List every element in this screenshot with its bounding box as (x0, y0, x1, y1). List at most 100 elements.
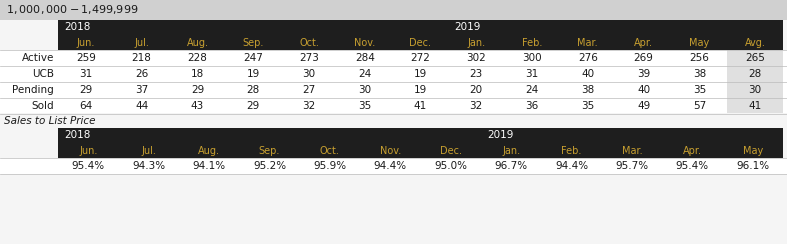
Text: 96.7%: 96.7% (494, 161, 528, 171)
Text: 57: 57 (693, 101, 706, 111)
Text: 95.7%: 95.7% (615, 161, 648, 171)
Text: 95.4%: 95.4% (72, 161, 105, 171)
Text: 276: 276 (578, 53, 598, 63)
Text: Mar.: Mar. (578, 38, 598, 48)
Text: Active: Active (21, 53, 54, 63)
Bar (727, 66, 783, 82)
Text: 44: 44 (135, 101, 148, 111)
Text: 2018: 2018 (64, 22, 91, 32)
Text: 40: 40 (582, 69, 594, 79)
Text: 19: 19 (246, 69, 260, 79)
Bar (58, 128, 783, 143)
Text: Nov.: Nov. (379, 145, 401, 155)
Text: 23: 23 (470, 69, 483, 79)
Text: 39: 39 (637, 69, 650, 79)
Text: 96.1%: 96.1% (736, 161, 770, 171)
Text: 24: 24 (526, 85, 538, 95)
Text: 95.9%: 95.9% (313, 161, 346, 171)
Text: Mar.: Mar. (622, 145, 642, 155)
Text: 19: 19 (414, 69, 427, 79)
Text: Nov.: Nov. (354, 38, 375, 48)
Text: 29: 29 (246, 101, 260, 111)
Text: $1,000,000 - $1,499,999: $1,000,000 - $1,499,999 (6, 3, 139, 17)
Text: 36: 36 (526, 101, 538, 111)
Text: May: May (743, 145, 763, 155)
Text: 31: 31 (79, 69, 93, 79)
Text: 28: 28 (246, 85, 260, 95)
Bar (0, 113, 787, 128)
Text: 2019: 2019 (487, 131, 513, 141)
Text: Sep.: Sep. (259, 145, 280, 155)
Text: 35: 35 (693, 85, 706, 95)
Text: 27: 27 (302, 85, 316, 95)
Text: 41: 41 (748, 101, 762, 111)
Text: 95.2%: 95.2% (253, 161, 286, 171)
Text: 228: 228 (187, 53, 207, 63)
Text: Oct.: Oct. (299, 38, 319, 48)
Text: 269: 269 (634, 53, 653, 63)
Text: 284: 284 (355, 53, 375, 63)
Text: Apr.: Apr. (634, 38, 653, 48)
Text: Aug.: Aug. (198, 145, 220, 155)
Text: 2018: 2018 (64, 131, 91, 141)
Text: 247: 247 (243, 53, 263, 63)
Text: 38: 38 (581, 85, 594, 95)
Text: 30: 30 (302, 69, 316, 79)
Text: 26: 26 (135, 69, 148, 79)
Bar (0, 158, 787, 174)
Text: 94.1%: 94.1% (193, 161, 226, 171)
Text: 43: 43 (190, 101, 204, 111)
Bar (58, 20, 783, 35)
Text: Dec.: Dec. (409, 38, 431, 48)
Text: 29: 29 (190, 85, 204, 95)
Text: Pending: Pending (13, 85, 54, 95)
Bar (727, 50, 783, 66)
Text: 30: 30 (748, 85, 762, 95)
Text: 49: 49 (637, 101, 650, 111)
Text: 18: 18 (190, 69, 204, 79)
Text: 38: 38 (693, 69, 706, 79)
Text: Dec.: Dec. (440, 145, 462, 155)
Text: 94.4%: 94.4% (374, 161, 407, 171)
Text: Jul.: Jul. (135, 38, 149, 48)
Text: Jan.: Jan. (467, 38, 486, 48)
Text: 2019: 2019 (454, 22, 481, 32)
Text: Aug.: Aug. (187, 38, 209, 48)
Bar (0, 82, 787, 98)
Bar (727, 82, 783, 98)
Text: UCB: UCB (32, 69, 54, 79)
Text: Jun.: Jun. (79, 145, 98, 155)
Text: 94.3%: 94.3% (132, 161, 165, 171)
Text: 259: 259 (76, 53, 96, 63)
Bar (0, 0, 787, 20)
Text: 37: 37 (135, 85, 148, 95)
Text: Sales to List Price: Sales to List Price (4, 115, 95, 125)
Text: 20: 20 (470, 85, 483, 95)
Text: 300: 300 (523, 53, 542, 63)
Text: 256: 256 (689, 53, 709, 63)
Text: 64: 64 (79, 101, 93, 111)
Text: 19: 19 (414, 85, 427, 95)
Text: 28: 28 (748, 69, 762, 79)
Text: Feb.: Feb. (522, 38, 542, 48)
Text: 32: 32 (470, 101, 483, 111)
Text: Apr.: Apr. (683, 145, 702, 155)
Text: 41: 41 (414, 101, 427, 111)
Text: 29: 29 (79, 85, 93, 95)
Bar (58, 143, 783, 158)
Text: Sold: Sold (31, 101, 54, 111)
Text: Jan.: Jan. (502, 145, 520, 155)
Text: Feb.: Feb. (561, 145, 582, 155)
Text: 302: 302 (467, 53, 486, 63)
Text: 35: 35 (581, 101, 594, 111)
Text: 31: 31 (526, 69, 538, 79)
Text: Sep.: Sep. (242, 38, 264, 48)
Bar (58, 35, 783, 50)
Text: Jun.: Jun. (76, 38, 95, 48)
Text: 35: 35 (358, 101, 371, 111)
Text: 273: 273 (299, 53, 319, 63)
Text: 24: 24 (358, 69, 371, 79)
Text: 32: 32 (302, 101, 316, 111)
Text: 94.4%: 94.4% (555, 161, 588, 171)
Bar (727, 98, 783, 114)
